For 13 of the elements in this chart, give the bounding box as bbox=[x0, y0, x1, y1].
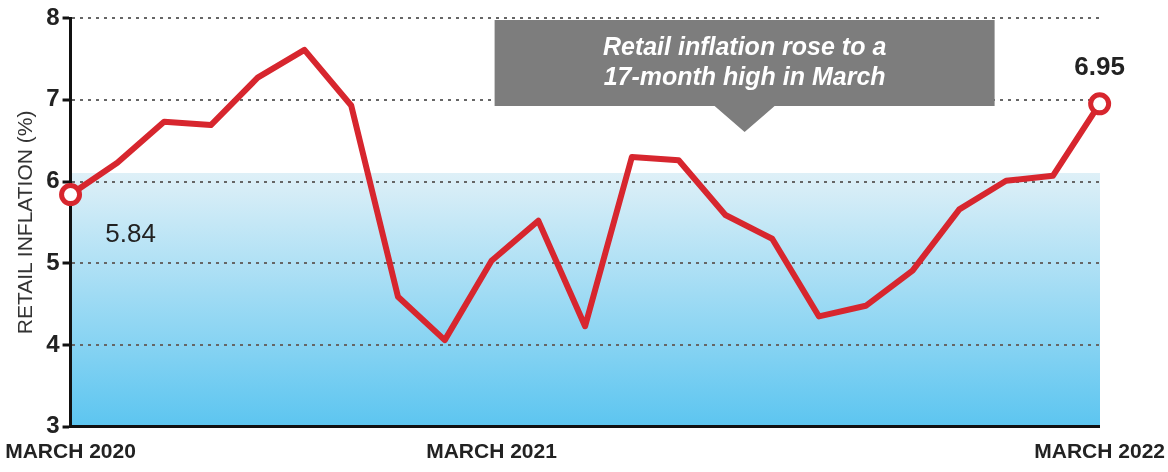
y-tick-label: 8 bbox=[46, 2, 60, 30]
y-tick-label: 7 bbox=[46, 84, 60, 112]
x-tick-label: MARCH 2020 bbox=[5, 439, 136, 463]
data-label: 6.95 bbox=[1074, 51, 1125, 82]
y-tick-label: 6 bbox=[46, 166, 60, 194]
y-tick-label: 3 bbox=[46, 411, 60, 439]
y-tick-label: 5 bbox=[46, 247, 60, 275]
y-tick-label: 4 bbox=[46, 329, 61, 357]
data-label: 5.84 bbox=[105, 217, 156, 248]
y-axis-title: RETAIL INFLATION (%) bbox=[13, 110, 37, 335]
x-tick-label: MARCH 2022 bbox=[1034, 439, 1166, 463]
x-tick-label: MARCH 2021 bbox=[426, 439, 558, 463]
annotation: Retail inflation rose to a 17-month high in March bbox=[602, 31, 887, 90]
